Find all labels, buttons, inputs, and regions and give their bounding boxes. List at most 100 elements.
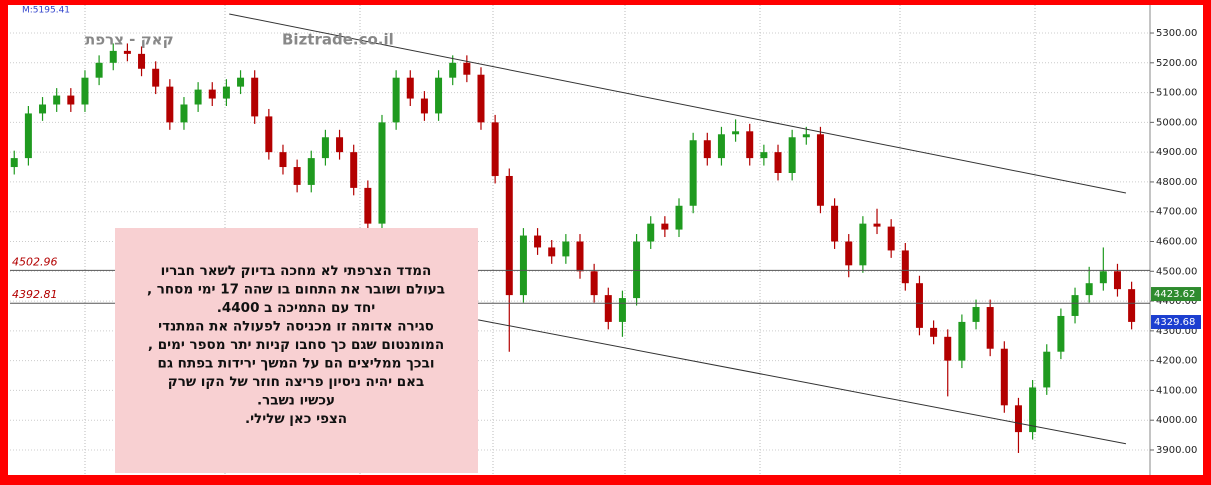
candle-body <box>661 223 669 230</box>
annotation-box <box>115 228 478 473</box>
candle-body <box>633 241 641 299</box>
annotation-line: יחד עם התמיכה ב 4400. <box>217 300 376 316</box>
chart-title: קאק - צרפת <box>85 31 174 49</box>
corner-label: M:5195.41 <box>22 6 70 16</box>
candle-body <box>1085 283 1093 296</box>
y-tick-label: 5100.00 <box>1156 88 1197 99</box>
candle-body <box>95 62 103 78</box>
candle-body <box>1014 405 1022 433</box>
candle-body <box>1113 271 1121 290</box>
candle-body <box>986 307 994 349</box>
y-tick-label: 4100.00 <box>1156 385 1197 396</box>
candle-body <box>873 223 881 227</box>
candle-body <box>802 134 810 138</box>
candle-body <box>647 223 655 242</box>
annotation-line: בעולם ושובר את התחום בו שהה 17 ימי מסחר … <box>147 282 445 298</box>
y-tick-label: 4500.00 <box>1156 266 1197 277</box>
candle-body <box>1057 315 1065 352</box>
y-tick-label: 5200.00 <box>1156 58 1197 69</box>
candle-body <box>505 175 513 296</box>
candle-body <box>67 95 75 105</box>
candle-body <box>1071 295 1079 316</box>
candle-body <box>788 137 796 173</box>
candle-body <box>534 235 542 248</box>
candle-body <box>39 104 47 114</box>
y-tick-label: 4200.00 <box>1156 356 1197 367</box>
candle-body <box>53 95 61 105</box>
y-tick-label: 4800.00 <box>1156 177 1197 188</box>
candle-body <box>194 89 202 105</box>
candle-body <box>774 152 782 173</box>
y-tick-label: 4600.00 <box>1156 237 1197 248</box>
y-tick-label: 4400.00 <box>1156 296 1197 307</box>
candle-body <box>364 187 372 224</box>
y-tick-label: 3900.00 <box>1156 445 1197 456</box>
candle-body <box>392 77 400 123</box>
candle-body <box>152 68 160 87</box>
candle-body <box>717 134 725 159</box>
candle-body <box>463 62 471 75</box>
candle-body <box>519 235 527 296</box>
candle-body <box>378 122 386 224</box>
candle-body <box>675 205 683 230</box>
candle-body <box>1000 348 1008 406</box>
candle-body <box>689 140 697 206</box>
candle-body <box>166 86 174 123</box>
candle-body <box>180 104 188 123</box>
candle-body <box>138 53 146 69</box>
price-marker-label: 4423.62 <box>1154 289 1195 300</box>
candle-body <box>590 271 598 296</box>
y-tick-label: 5000.00 <box>1156 117 1197 128</box>
candle-body <box>293 167 301 185</box>
y-tick-label: 5300.00 <box>1156 28 1197 39</box>
candle-body <box>307 158 315 185</box>
candle-body <box>81 77 89 105</box>
candle-body <box>265 116 273 153</box>
candle-body <box>350 152 358 188</box>
candle-body <box>435 77 443 114</box>
annotation-line: באם יהיה ניסיון פריצה חוזר של הקו שרק <box>168 374 424 390</box>
candle-body <box>760 152 768 159</box>
annotation-line: עכשיו נשבר. <box>257 393 335 409</box>
candle-body <box>618 298 626 322</box>
candle-body <box>901 250 909 284</box>
trend-line <box>229 13 1127 194</box>
y-tick-label: 4000.00 <box>1156 415 1197 426</box>
candle-body <box>816 134 824 206</box>
candle-body <box>887 226 895 251</box>
candle-body <box>449 62 457 78</box>
candle-body <box>336 137 344 153</box>
price-marker <box>1151 287 1201 302</box>
candle-body <box>562 241 570 257</box>
candle-body <box>972 307 980 322</box>
candle-body <box>251 77 259 117</box>
candle-body <box>1128 289 1136 322</box>
candle-body <box>845 241 853 266</box>
candle-body <box>746 131 754 159</box>
candle-body <box>831 205 839 242</box>
candle-body <box>208 89 216 99</box>
candle-body <box>237 77 245 87</box>
candle-body <box>915 283 923 328</box>
chart-subtitle: Biztrade.co.il <box>282 31 394 49</box>
level-label: 4392.81 <box>12 288 58 301</box>
candle-body <box>732 131 740 135</box>
candle-body <box>420 98 428 114</box>
candle-body <box>1099 271 1107 284</box>
candle-body <box>958 321 966 361</box>
candle-body <box>321 137 329 159</box>
annotation-line: המדד הצרפתי לא מחכה בדיוק לשאר חבריו <box>161 263 432 279</box>
candle-body <box>604 295 612 322</box>
candle-body <box>944 336 952 361</box>
candle-body <box>1029 387 1037 433</box>
candle-body <box>576 241 584 272</box>
candle-body <box>222 86 230 99</box>
price-marker <box>1151 315 1201 330</box>
candle-body <box>24 113 32 159</box>
level-label: 4502.96 <box>12 255 58 268</box>
y-tick-label: 4300.00 <box>1156 326 1197 337</box>
candle-body <box>109 50 117 63</box>
candle-body <box>491 122 499 176</box>
y-tick-label: 4700.00 <box>1156 207 1197 218</box>
